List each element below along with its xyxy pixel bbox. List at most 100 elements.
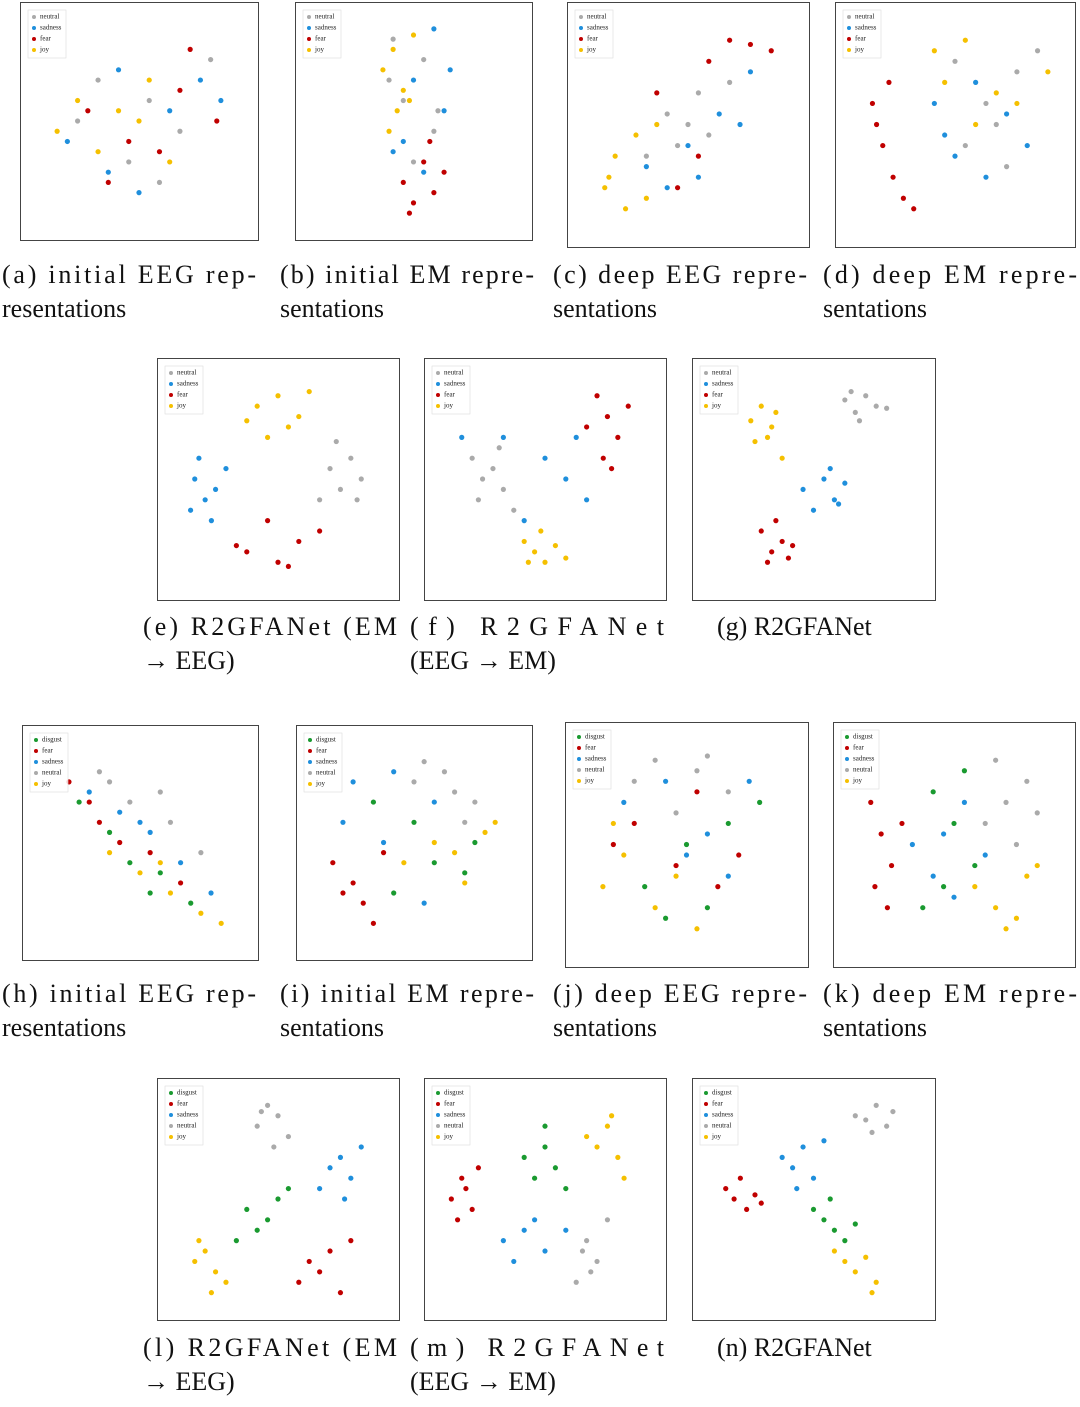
legend-label: joy [314,46,324,54]
point [982,820,988,827]
legend-label: sadness [316,758,338,766]
point [584,1133,590,1140]
legend-marker [169,404,173,408]
point [394,108,400,114]
point [842,480,848,486]
point [573,1279,579,1285]
point [615,434,621,440]
caption: (EEG → EM) [410,646,556,675]
point [930,789,936,795]
point [431,190,437,196]
panel: neutral sadness fear joy (d) deep EM repre-s… [823,2,1077,323]
legend-label: joy [315,780,325,788]
legend-marker [436,393,440,397]
point [521,1154,527,1160]
point [737,1175,743,1181]
panel: disgust fear sadness neutral joy (i) initial … [280,725,534,1042]
point [610,841,616,848]
point [930,873,936,879]
legend-label: sadness [712,380,734,388]
point [492,819,498,825]
point [390,46,396,52]
legend-label: sadness [587,24,609,32]
point [1003,799,1009,805]
point [674,185,681,191]
point [1034,48,1041,54]
point [117,839,123,846]
point [942,79,948,85]
point [106,779,113,785]
point [673,810,679,816]
legend-label: sadness [855,24,877,32]
legend-label: disgust [585,733,605,741]
point [296,1279,302,1285]
legend-label: joy [852,777,862,785]
legend-marker [704,404,708,408]
caption: (b) initial EM repre- [280,260,534,289]
point [167,159,173,165]
point [725,873,731,879]
point [821,476,827,482]
point [685,121,691,128]
point [615,1154,621,1160]
legend-label: joy [39,46,49,54]
legend-label: sadness [315,24,337,32]
point [157,870,163,876]
point [538,528,544,534]
legend-label: joy [176,1133,186,1141]
point [271,1144,277,1150]
legend-label: joy [584,777,594,785]
point [431,839,437,846]
point [594,393,600,399]
point [764,559,771,565]
point [704,905,710,911]
point [890,174,896,180]
legend-label: neutral [444,369,463,377]
point [127,799,133,805]
point [127,860,133,866]
point [448,1196,454,1202]
point [126,159,132,165]
legend-label: joy [711,402,721,410]
legend-label: fear [855,35,867,43]
point [715,884,721,890]
point [654,90,660,96]
point [716,111,722,117]
point [177,87,183,93]
point [198,850,204,856]
legend-label: fear [444,1100,456,1108]
point [482,829,488,835]
point [723,1185,729,1192]
caption: (h) initial EEG rep- [2,979,256,1008]
point [223,1279,229,1285]
legend-label: sadness [853,755,875,763]
point [475,497,482,503]
point [462,880,468,886]
point [931,100,937,107]
point [878,831,884,837]
legend-marker [845,735,849,739]
legend-marker [436,1091,440,1095]
point [447,67,453,73]
caption: (l) R2GFANet (EM [143,1333,397,1362]
point [886,79,892,85]
point [208,890,214,896]
point [983,174,989,180]
point [275,1113,281,1119]
point [400,87,406,93]
legend-marker [34,760,38,764]
point [441,108,447,114]
point [333,438,339,445]
legend-label: joy [176,402,186,410]
point [358,1144,364,1150]
legend-marker [847,48,851,52]
point [810,1206,817,1213]
point [317,1269,323,1275]
legend-marker [307,37,311,41]
point [208,518,215,524]
point [779,538,785,545]
legend-marker [845,779,849,783]
point [96,819,103,825]
point [167,890,174,896]
point [496,445,502,451]
